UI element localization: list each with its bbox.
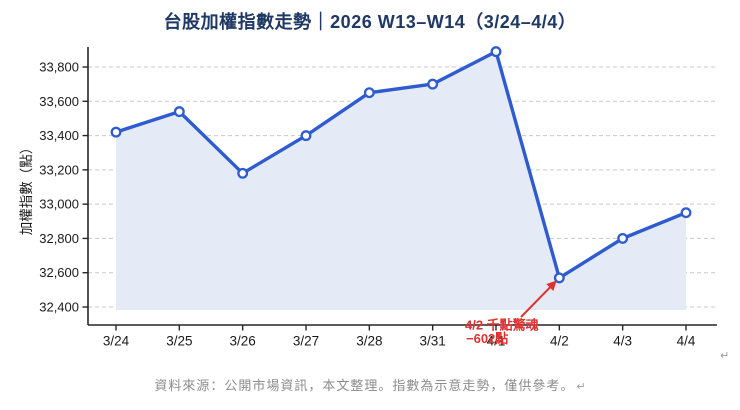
data-point-marker [680, 207, 692, 219]
axis-ticks [82, 66, 687, 331]
x-tick-label: 4/3 [613, 334, 632, 349]
x-tick-label: 3/28 [356, 334, 382, 349]
y-tick-label: 32,600 [39, 265, 79, 280]
y-tick-label: 33,400 [39, 128, 79, 143]
x-tick-label: 3/25 [166, 334, 192, 349]
paragraph-return-icon: ↵ [720, 350, 730, 362]
y-tick-label: 33,600 [39, 94, 79, 109]
y-axis-title: 加權指數（點） [19, 141, 34, 236]
data-point-marker [617, 232, 629, 244]
y-tick-label: 33,200 [39, 162, 79, 177]
annotation-text-line2: −602點 [466, 331, 508, 346]
x-tick-label: 3/26 [230, 334, 256, 349]
annotation-arrow [520, 280, 557, 318]
data-point-marker [237, 167, 249, 179]
data-point-marker [110, 126, 122, 138]
area-fill [116, 51, 686, 310]
annotation-text-line1: 4/2 千點驚魂 [465, 318, 539, 333]
data-point-marker [490, 46, 502, 58]
data-point-marker [553, 272, 565, 284]
y-tick-label: 33,000 [39, 197, 79, 212]
x-tick-label: 3/31 [420, 334, 446, 349]
y-tick-label: 32,400 [39, 300, 79, 315]
axis-tick-labels: 32,400 32,600 32,800 33,000 33,200 33,400 33,6… [39, 60, 696, 349]
source-note-text: 資料來源：公開市場資訊，本文整理。指數為示意走勢，僅供參考。 [154, 378, 575, 393]
y-tick-label: 32,800 [39, 231, 79, 246]
source-note: 資料來源：公開市場資訊，本文整理。指數為示意走勢，僅供參考。 ↵ [0, 375, 740, 394]
data-point-marker [363, 87, 375, 99]
data-point-markers [110, 46, 692, 284]
data-point-marker [173, 106, 185, 118]
trend-line [114, 49, 688, 280]
x-tick-label: 4/1 [487, 334, 506, 349]
paragraph-return-icon: ↵ [576, 381, 586, 393]
y-tick-label: 33,800 [39, 60, 79, 75]
x-tick-label: 4/2 [550, 334, 569, 349]
chart-title: 台股加權指數走勢｜2026 W13–W14（3/24–4/4） [163, 12, 577, 32]
data-point-marker [300, 130, 312, 142]
data-point-marker [427, 78, 439, 90]
x-tick-label: 3/24 [103, 334, 130, 349]
x-tick-label: 4/4 [677, 334, 696, 349]
x-tick-label: 3/27 [293, 334, 319, 349]
